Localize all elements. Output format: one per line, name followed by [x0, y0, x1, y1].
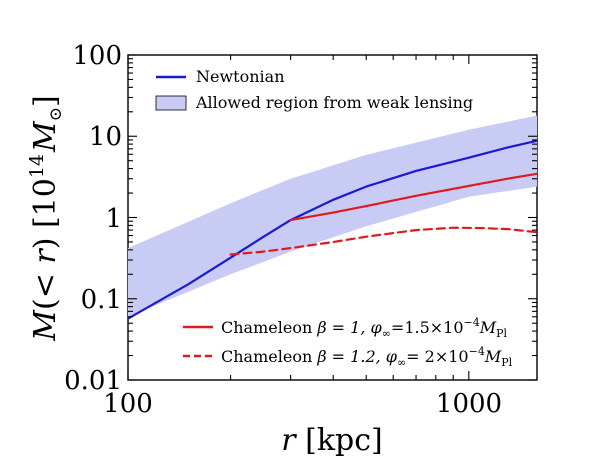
cham2-phi-sub: ∞ [397, 356, 406, 369]
legend-chameleon1-label: Chameleon β = 1, φ∞=1.5×10−4MPl [221, 316, 508, 340]
legend-bottom: Chameleon β = 1, φ∞=1.5×10−4MPl Chameleo… [183, 316, 513, 369]
legend-newtonian-label: Newtonian [196, 67, 285, 86]
cham1-name: Chameleon [221, 318, 312, 337]
x-axis-title: r [kpc] [281, 423, 382, 458]
y-axis-var: M [28, 309, 63, 342]
legend-band-label: Allowed region from weak lensing [195, 93, 473, 112]
cham1-m: M [479, 318, 497, 337]
chameleon-beta1.2-line [229, 226, 537, 256]
y-tick-label-0.1: 0.1 [81, 285, 122, 315]
cham2-exp: −4 [469, 345, 485, 358]
cham1-eq: =1.5×10 [391, 318, 464, 337]
cham1-exp: −4 [464, 316, 480, 329]
legend-band-swatch [155, 95, 187, 111]
y-axis-title: M(< r) [1014M⊙] [26, 95, 66, 341]
x-axis-var: r [281, 423, 297, 458]
newtonian-line [128, 139, 537, 320]
y-axis-mid: (< [28, 264, 63, 310]
cham2-beta: β = 1.2, [316, 347, 380, 366]
x-tick-label-100: 100 [103, 389, 153, 419]
legend-chameleon2-label: Chameleon β = 1.2, φ∞= 2×10−4MPl [221, 345, 513, 369]
y-axis-end: ] [28, 95, 63, 107]
x-axis-unit: [kpc] [305, 423, 383, 458]
cham2-phi: φ [386, 347, 398, 366]
cham2-name: Chameleon [221, 347, 312, 366]
y-tick-label-10: 10 [89, 122, 122, 152]
cham2-m: M [484, 347, 502, 366]
weak-lensing-band [128, 115, 537, 317]
cham1-m-sub: Pl [496, 327, 507, 340]
legend-top: Newtonian Allowed region from weak lensi… [155, 67, 473, 112]
y-axis-var2: r [28, 248, 63, 264]
y-axis-exp: 14 [26, 154, 48, 178]
cham2-m-sub: Pl [501, 356, 512, 369]
chameleon-beta1-line [289, 172, 537, 222]
y-tick-label-100: 100 [72, 41, 122, 71]
cham2-eq: = 2×10 [406, 347, 468, 366]
y-tick-label-1: 1 [105, 204, 122, 234]
y-axis-sun: ⊙ [46, 107, 66, 121]
y-axis-mid2: ) [10 [28, 178, 63, 249]
cham1-beta: β = 1, [316, 318, 365, 337]
cham1-phi: φ [371, 318, 383, 337]
cham1-phi-sub: ∞ [382, 327, 391, 340]
y-tick-label-0.01: 0.01 [64, 366, 122, 396]
x-tick-label-1000: 1000 [436, 389, 502, 419]
y-axis-var3: M [28, 120, 63, 153]
